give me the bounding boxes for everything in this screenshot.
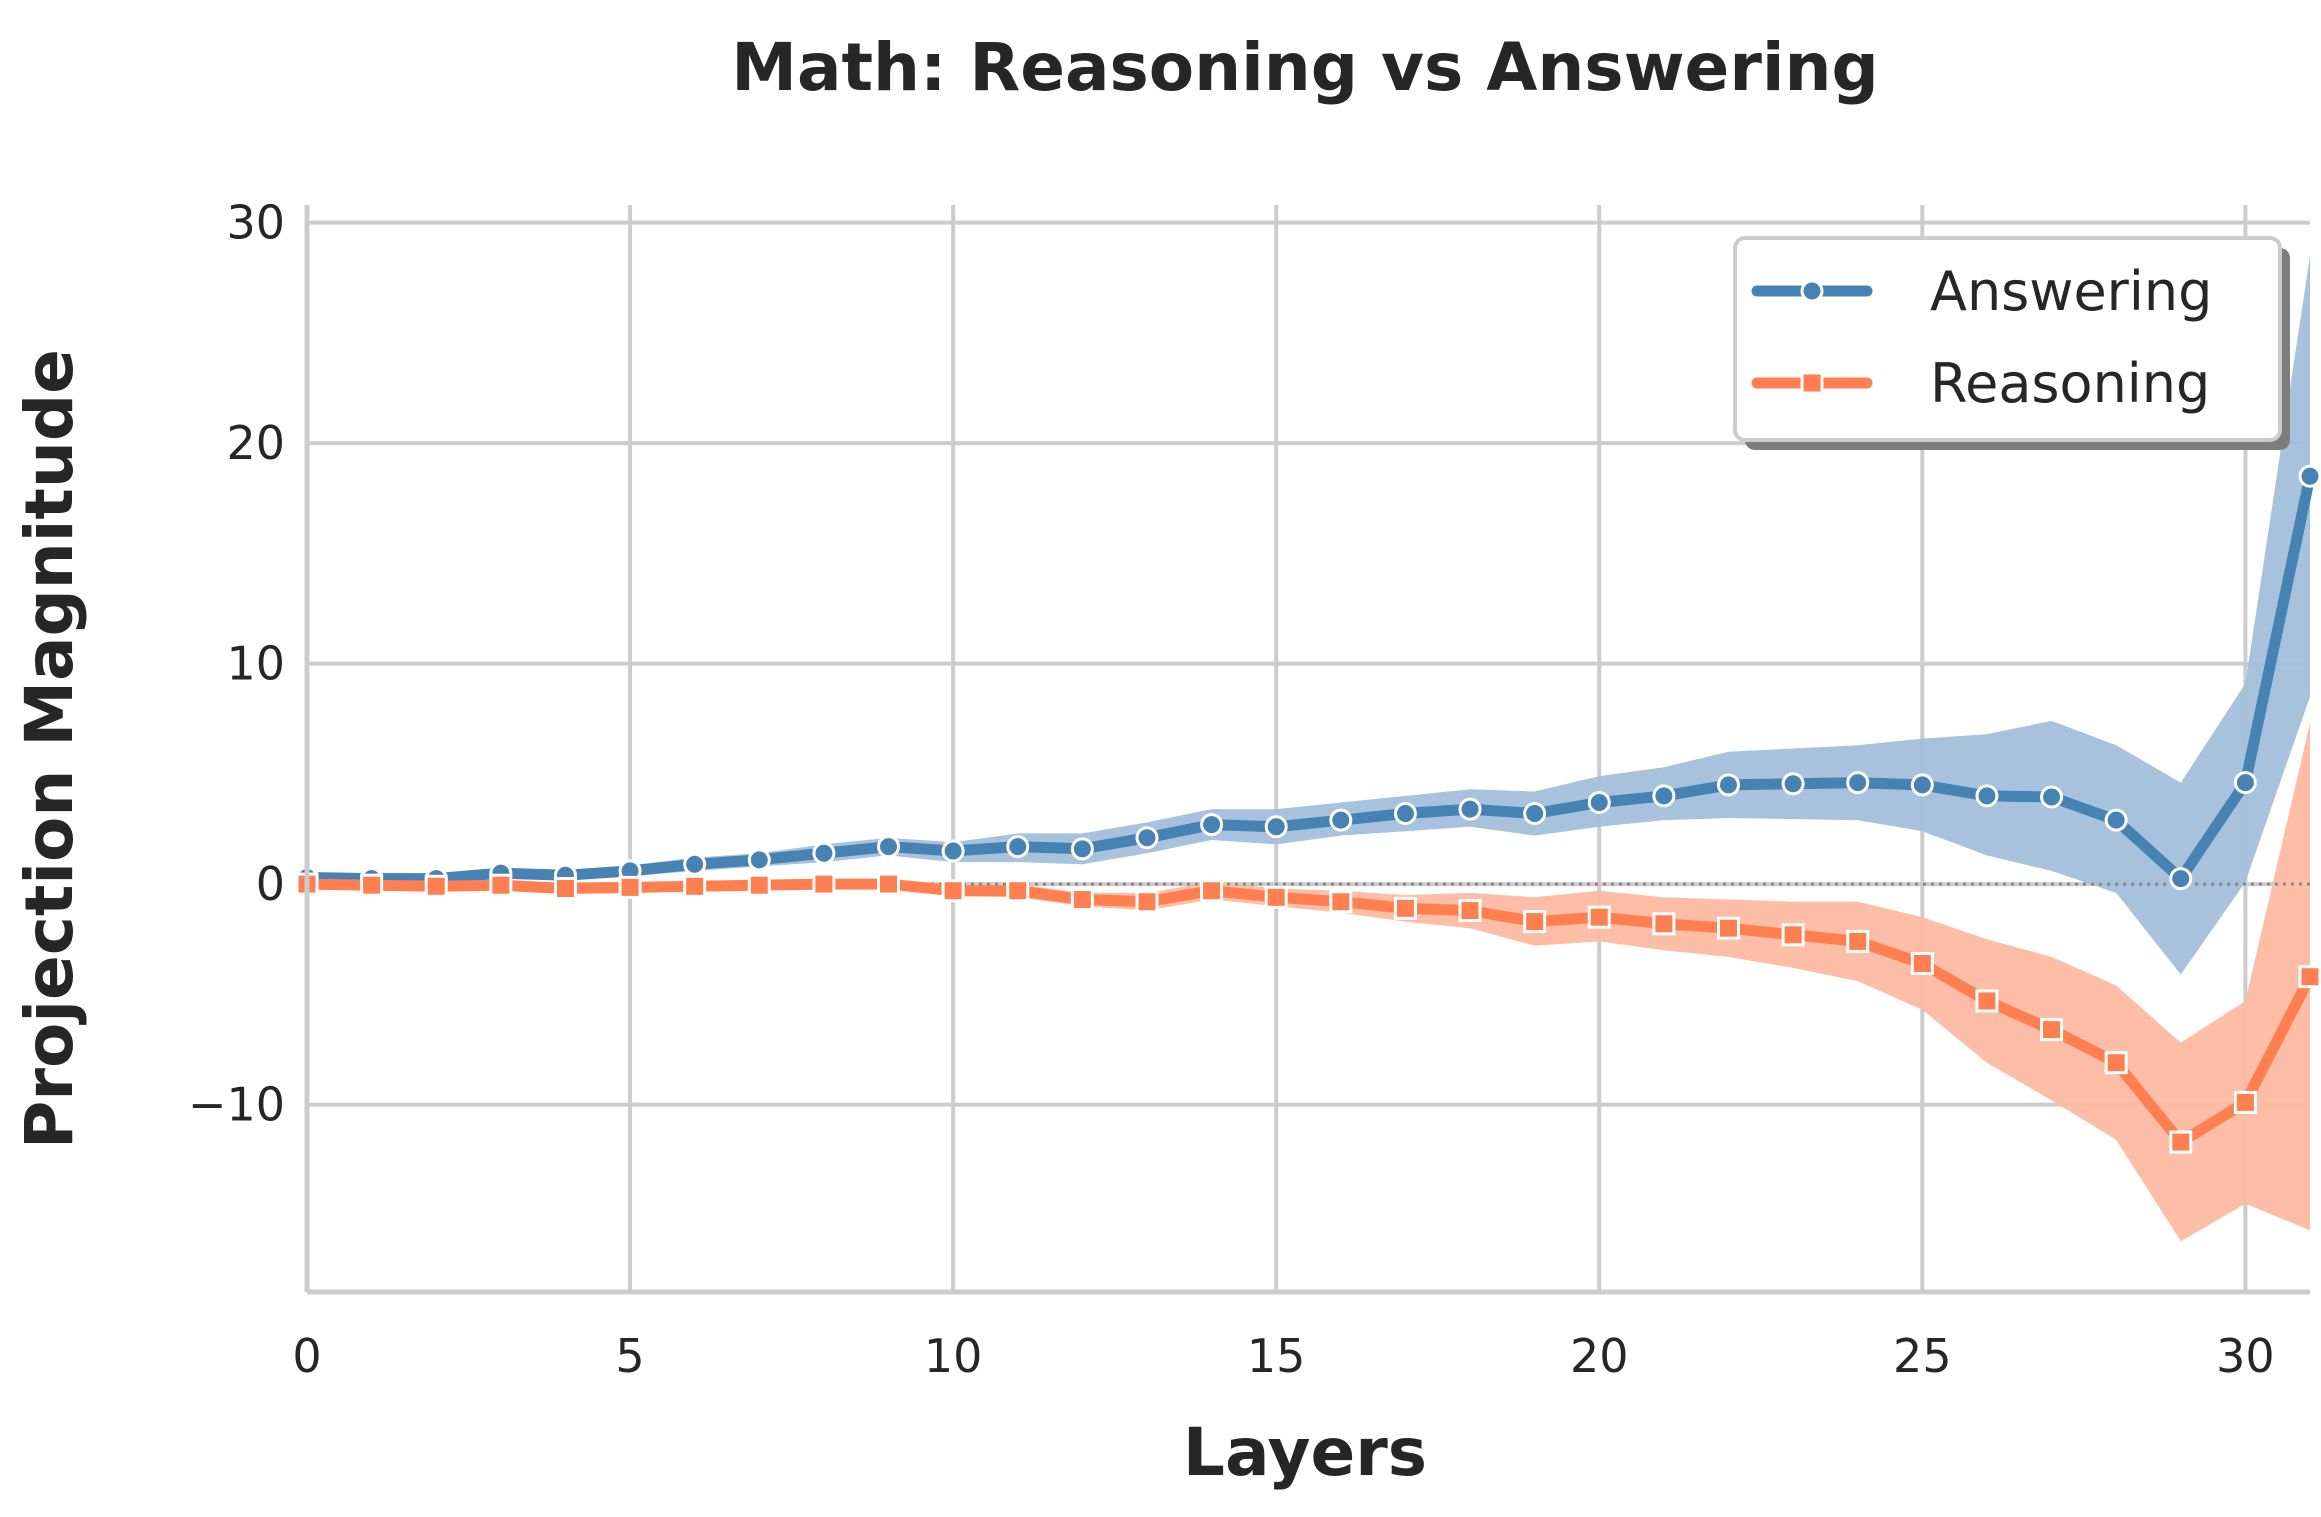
- x-tick-label: 30: [2216, 1329, 2275, 1383]
- answering-point: [1587, 791, 1611, 815]
- answering-point: [2040, 785, 2064, 809]
- reasoning-point: [1716, 916, 1740, 940]
- reasoning-point: [1200, 879, 1224, 903]
- answering-point: [747, 848, 771, 872]
- reasoning-point: [1523, 910, 1547, 934]
- reasoning-point: [360, 873, 384, 897]
- reasoning-point: [1587, 905, 1611, 929]
- answering-point: [1458, 797, 1482, 821]
- reasoning-point: [1329, 890, 1353, 914]
- reasoning-point: [618, 875, 642, 899]
- answering-point: [1975, 784, 1999, 808]
- answering-point: [1264, 815, 1288, 839]
- y-tick-label: 0: [256, 857, 285, 911]
- y-tick-label: −10: [188, 1078, 285, 1132]
- reasoning-point: [812, 872, 836, 896]
- answering-point: [1135, 826, 1159, 850]
- y-axis-label: Projection Magnitude: [11, 349, 88, 1149]
- x-tick-label: 20: [1570, 1329, 1629, 1383]
- x-tick-label: 10: [924, 1329, 983, 1383]
- answering-point: [2233, 771, 2257, 795]
- confidence-bands: [307, 255, 2310, 1242]
- x-tick-label: 5: [615, 1329, 644, 1383]
- answering-point: [1329, 808, 1353, 832]
- x-tick-labels: 0 5 10 15 20 25 30: [292, 1329, 2274, 1383]
- answering-point: [1716, 773, 1740, 797]
- reasoning-point: [683, 874, 707, 898]
- reasoning-point: [1264, 885, 1288, 909]
- answering-point: [1523, 802, 1547, 826]
- reasoning-point: [1458, 899, 1482, 923]
- answering-point: [2104, 808, 2128, 832]
- reasoning-legend-label: Reasoning: [1930, 352, 2210, 415]
- reasoning-point: [489, 873, 513, 897]
- reasoning-legend-marker: [1800, 371, 1824, 395]
- chart-title: Math: Reasoning vs Answering: [731, 29, 1878, 106]
- answering-legend-label: Answering: [1930, 260, 2212, 323]
- answering-legend-marker: [1800, 279, 1824, 303]
- answering-point: [1781, 772, 1805, 796]
- reasoning-point: [1393, 896, 1417, 920]
- axis-spines: [304, 205, 2310, 1295]
- y-tick-label: 10: [226, 637, 285, 691]
- reasoning-point: [553, 877, 577, 901]
- legend[interactable]: Answering Reasoning: [1733, 236, 2290, 450]
- answering-point: [1200, 813, 1224, 837]
- x-tick-label: 15: [1247, 1329, 1306, 1383]
- reasoning-point: [1006, 879, 1030, 903]
- answering-point: [683, 852, 707, 876]
- reasoning-point: [1975, 989, 1999, 1013]
- answering-point: [1393, 802, 1417, 826]
- answering-point: [812, 841, 836, 865]
- answering-point: [2298, 464, 2321, 488]
- x-tick-label: 25: [1893, 1329, 1952, 1383]
- reasoning-point: [941, 879, 965, 903]
- answering-point: [1006, 835, 1030, 859]
- reasoning-point: [2169, 1130, 2193, 1154]
- reasoning-point: [1652, 912, 1676, 936]
- answering-point: [1910, 773, 1934, 797]
- reasoning-point: [1846, 929, 1870, 953]
- reasoning-point: [2104, 1051, 2128, 1075]
- reasoning-point: [2233, 1090, 2257, 1114]
- series-markers: [295, 464, 2321, 1154]
- answering-point: [1070, 837, 1094, 861]
- x-tick-label: 0: [292, 1329, 321, 1383]
- answering-point: [1652, 784, 1676, 808]
- x-axis-label: Layers: [1183, 1414, 1427, 1491]
- reasoning-point: [1910, 951, 1934, 975]
- reasoning-point: [1070, 888, 1094, 912]
- reasoning-point: [2298, 965, 2321, 989]
- reasoning-point: [877, 872, 901, 896]
- answering-point: [2169, 867, 2193, 891]
- reasoning-band: [307, 723, 2310, 1242]
- y-tick-labels: −10 0 10 20 30: [188, 196, 285, 1132]
- reasoning-point: [1781, 923, 1805, 947]
- answering-point: [941, 839, 965, 863]
- answering-point: [1846, 771, 1870, 795]
- reasoning-point: [1135, 890, 1159, 914]
- reasoning-point: [2040, 1018, 2064, 1042]
- reasoning-point: [424, 874, 448, 898]
- y-tick-label: 30: [226, 196, 285, 250]
- y-tick-label: 20: [226, 416, 285, 470]
- answering-band: [307, 255, 2310, 975]
- answering-point: [877, 835, 901, 859]
- reasoning-point: [747, 873, 771, 897]
